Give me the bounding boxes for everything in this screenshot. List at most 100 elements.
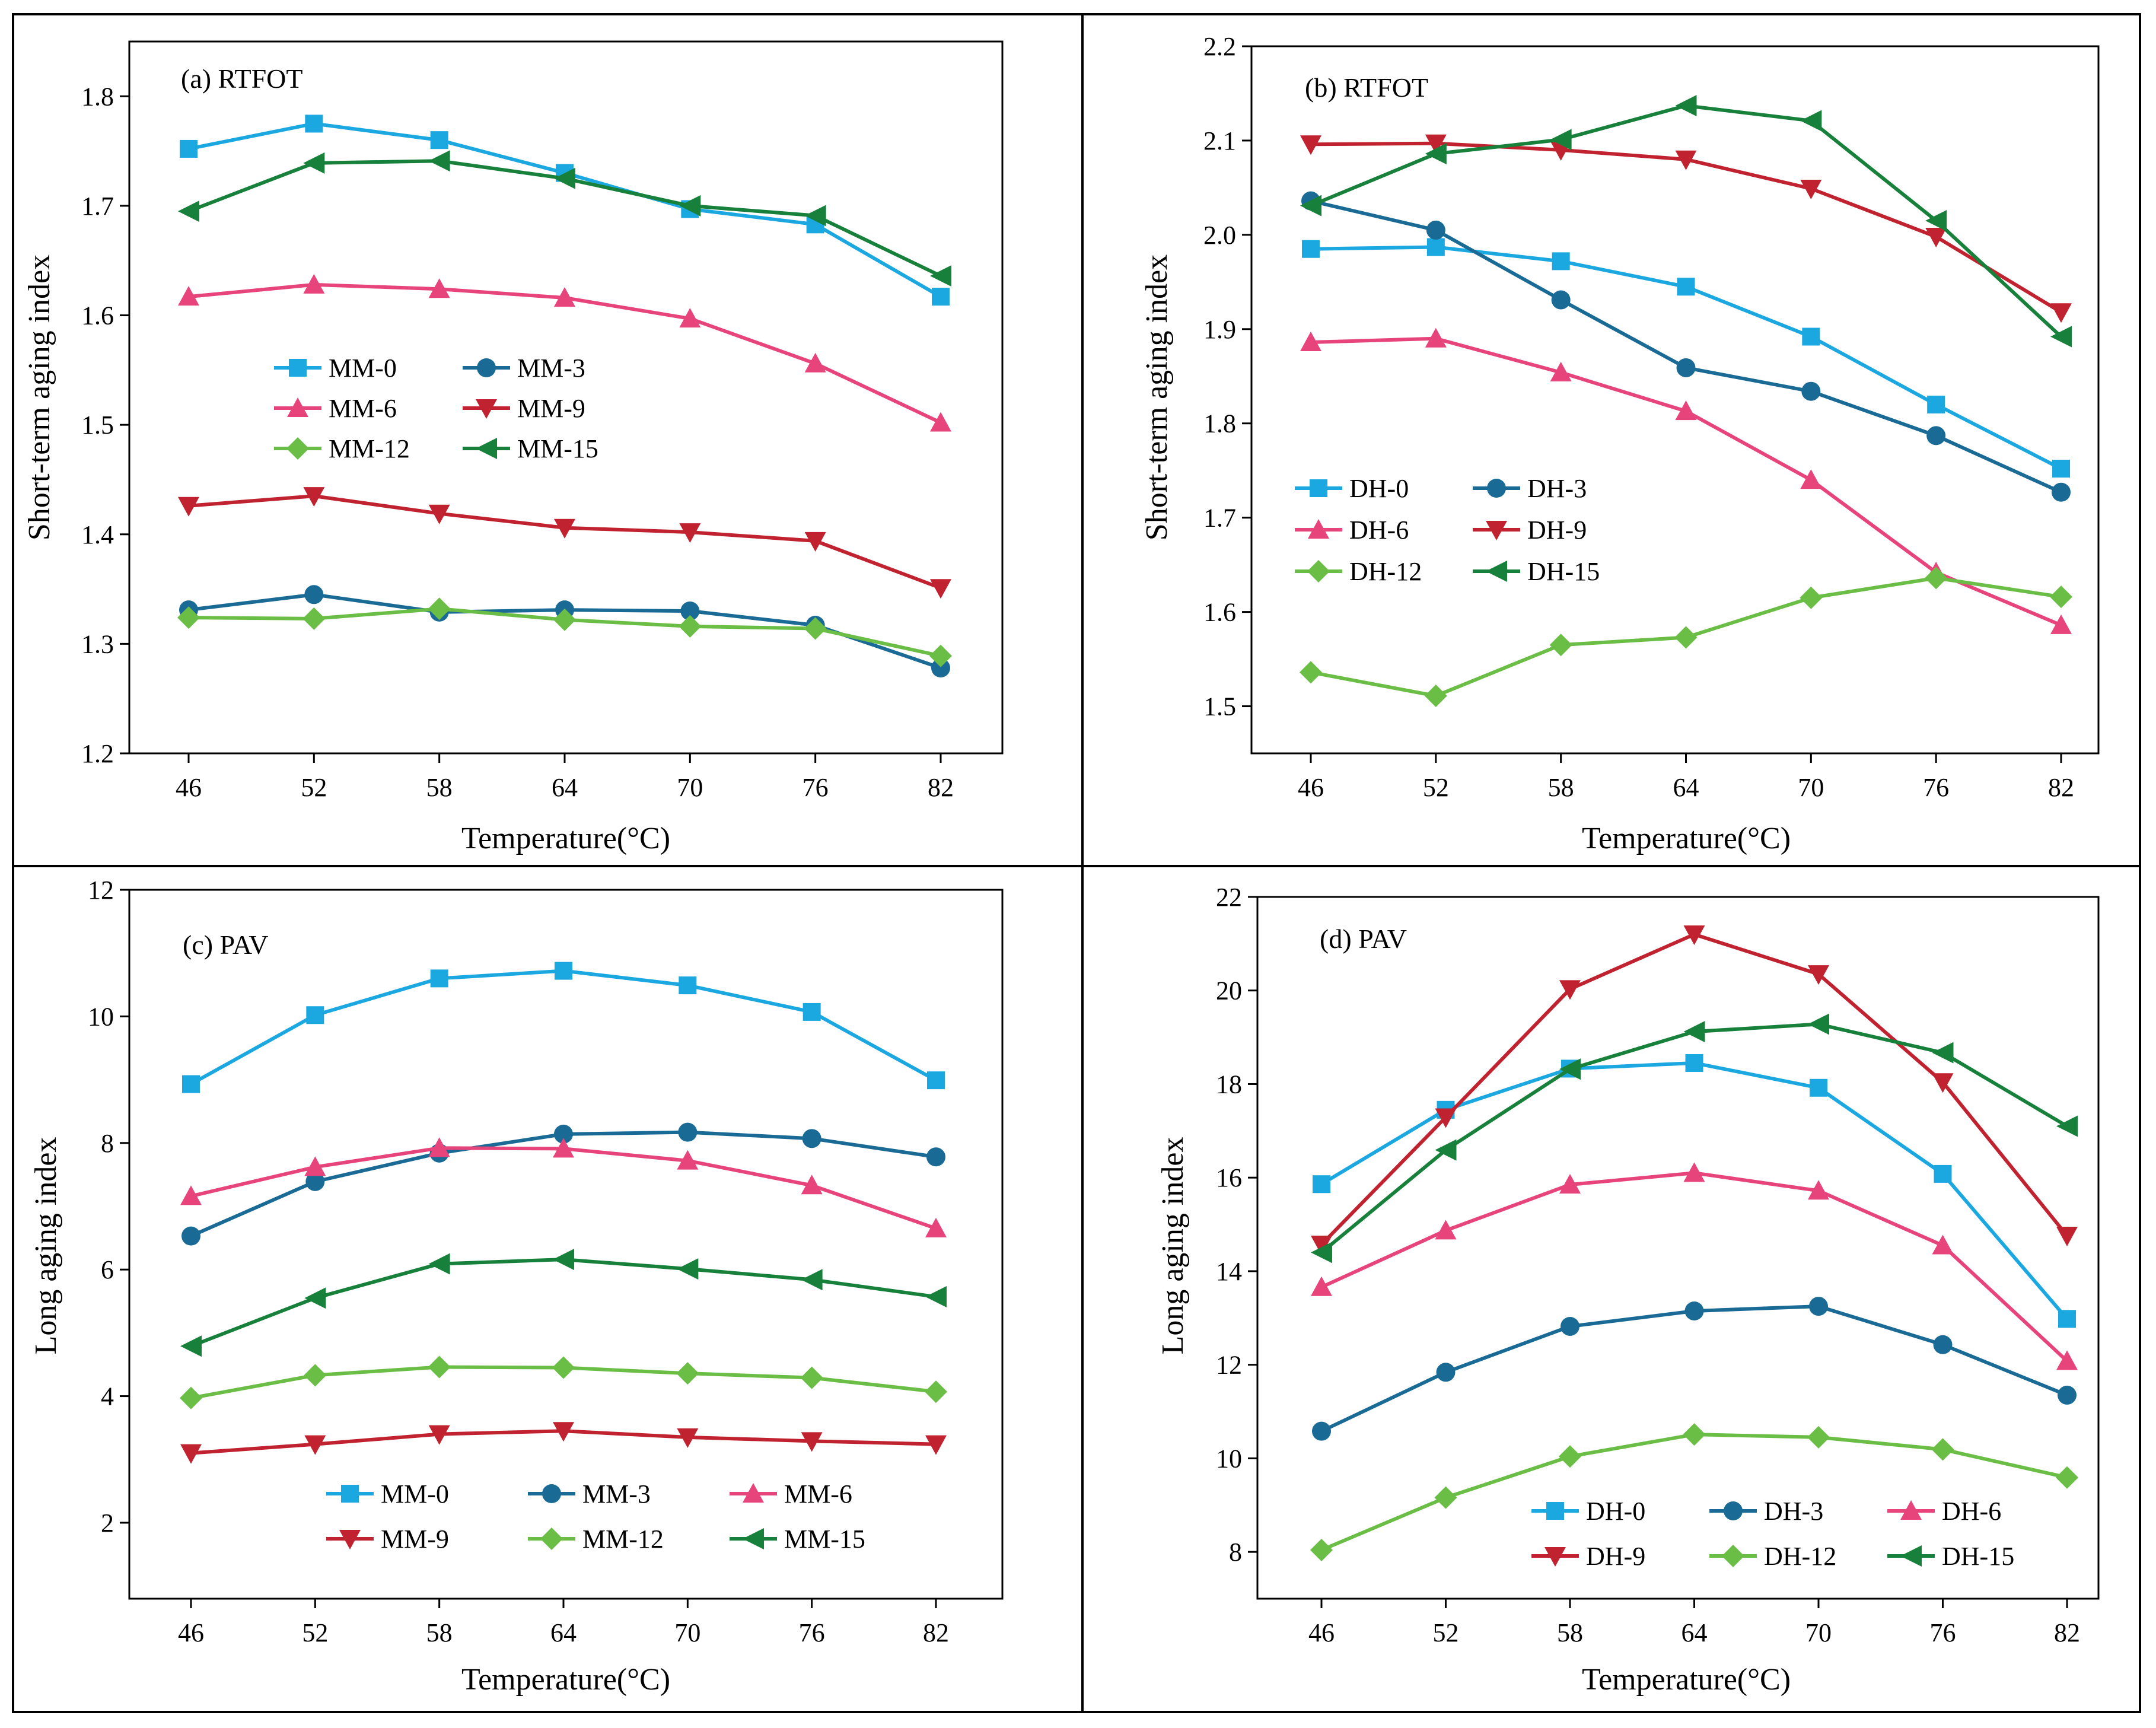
data-point — [2058, 1310, 2076, 1328]
data-point — [1802, 327, 1820, 346]
data-point — [1932, 1234, 1954, 1255]
x-tick-label: 52 — [1433, 1618, 1459, 1647]
legend-marker — [743, 1483, 764, 1503]
data-point — [180, 1335, 202, 1357]
data-point — [1550, 129, 1572, 151]
data-point — [804, 205, 826, 227]
data-point — [306, 1006, 324, 1024]
legend-marker — [341, 1485, 359, 1503]
data-point — [1926, 426, 1946, 445]
series-dh-3 — [1301, 191, 2071, 502]
x-tick-label: 76 — [1930, 1618, 1956, 1647]
data-point — [1925, 228, 1947, 248]
legend-item: MM-9 — [463, 394, 585, 423]
data-point — [1683, 1423, 1706, 1446]
data-point — [1559, 980, 1581, 1000]
series-dh-15 — [1311, 1013, 2078, 1264]
y-axis-label: Short-term aging index — [23, 254, 56, 540]
data-point — [1300, 661, 1322, 684]
data-point — [2050, 585, 2072, 609]
data-point — [679, 308, 701, 328]
data-point — [1300, 332, 1321, 352]
legend-label: DH-15 — [1527, 557, 1600, 586]
data-point — [428, 1425, 450, 1445]
data-point — [1800, 586, 1823, 609]
data-point — [554, 1124, 573, 1144]
y-tick-label: 1.5 — [81, 410, 114, 440]
data-point — [1927, 395, 1945, 413]
data-point — [2050, 303, 2072, 323]
data-point — [1426, 220, 1445, 240]
data-point — [553, 1249, 574, 1271]
y-tick-label: 22 — [1216, 883, 1242, 912]
data-point — [802, 1129, 821, 1148]
data-point — [925, 1217, 947, 1237]
legend-marker — [1900, 1500, 1922, 1520]
y-tick-label: 1.4 — [81, 520, 114, 549]
data-point — [428, 1355, 451, 1379]
legend-label: MM-6 — [784, 1479, 852, 1509]
series-dh-3 — [1312, 1297, 2077, 1441]
data-point — [804, 617, 827, 640]
legend-item: DH-12 — [1709, 1542, 1836, 1571]
data-point — [428, 278, 450, 298]
x-tick-label: 76 — [799, 1618, 825, 1647]
data-point — [679, 523, 701, 543]
data-point — [178, 201, 199, 222]
x-tick-label: 52 — [302, 1618, 328, 1647]
y-tick-label: 1.8 — [1203, 409, 1236, 438]
legend-marker — [1900, 1545, 1922, 1567]
data-point — [1674, 626, 1698, 649]
panel-title: (a) RTFOT — [181, 63, 302, 94]
legend: DH-0 DH-3 DH-6 DH-9 DH-12 DH-15 — [1295, 474, 1600, 586]
x-tick-label: 52 — [1423, 773, 1449, 802]
legend-item: MM-12 — [274, 434, 410, 463]
data-point — [305, 114, 323, 133]
data-point — [680, 602, 700, 620]
series-dh-15 — [1300, 95, 2072, 348]
legend-marker — [1307, 560, 1330, 583]
data-point — [303, 487, 325, 507]
data-point — [1550, 361, 1572, 381]
legend-label: DH-15 — [1942, 1542, 2014, 1571]
legend-label: DH-6 — [1942, 1497, 2001, 1526]
y-tick-label: 1.8 — [81, 82, 114, 111]
y-tick-label: 2 — [101, 1509, 114, 1538]
legend-label: MM-9 — [517, 394, 585, 423]
legend-label: MM-15 — [784, 1525, 865, 1554]
legend-label: MM-3 — [517, 354, 585, 383]
y-axis-label: Short-term aging index — [1140, 254, 1174, 540]
data-point — [1302, 240, 1320, 258]
data-point — [304, 1435, 326, 1455]
legend-item: MM-3 — [528, 1479, 651, 1509]
data-point — [1559, 1445, 1581, 1468]
legend-item: DH-3 — [1473, 474, 1587, 503]
data-point — [1808, 1180, 1829, 1200]
data-point — [1313, 1175, 1330, 1194]
data-point — [555, 962, 572, 980]
legend-label: DH-9 — [1527, 515, 1587, 545]
data-point — [180, 1386, 202, 1409]
data-point — [1425, 327, 1447, 348]
x-tick-label: 76 — [1923, 773, 1949, 802]
series-mm-15 — [178, 150, 951, 287]
series-mm-0 — [182, 962, 945, 1093]
data-point — [552, 1356, 575, 1379]
y-tick-label: 2.2 — [1203, 32, 1236, 61]
legend-marker — [476, 399, 497, 419]
series-mm-6 — [178, 273, 951, 432]
panel-title: (c) PAV — [183, 930, 268, 960]
chart-panel-a: 1.2 1.3 1.4 1.5 1.6 1.7 1.8 46 52 58 64 70 76 82 (a) R… — [23, 40, 1004, 855]
data-point — [428, 150, 450, 172]
y-tick-label: 1.6 — [1203, 598, 1236, 627]
data-point — [428, 1253, 450, 1275]
legend-label: DH-12 — [1764, 1542, 1836, 1571]
data-point — [1685, 1054, 1703, 1072]
data-point — [801, 1432, 823, 1452]
y-tick-label: 16 — [1216, 1163, 1242, 1192]
chart-panel-d: 8 10 12 14 16 18 20 22 46 52 58 64 70 76 82 (d) PAV Temp… — [1156, 883, 2100, 1697]
y-tick-label: 12 — [1216, 1351, 1242, 1380]
legend-marker — [287, 397, 308, 417]
